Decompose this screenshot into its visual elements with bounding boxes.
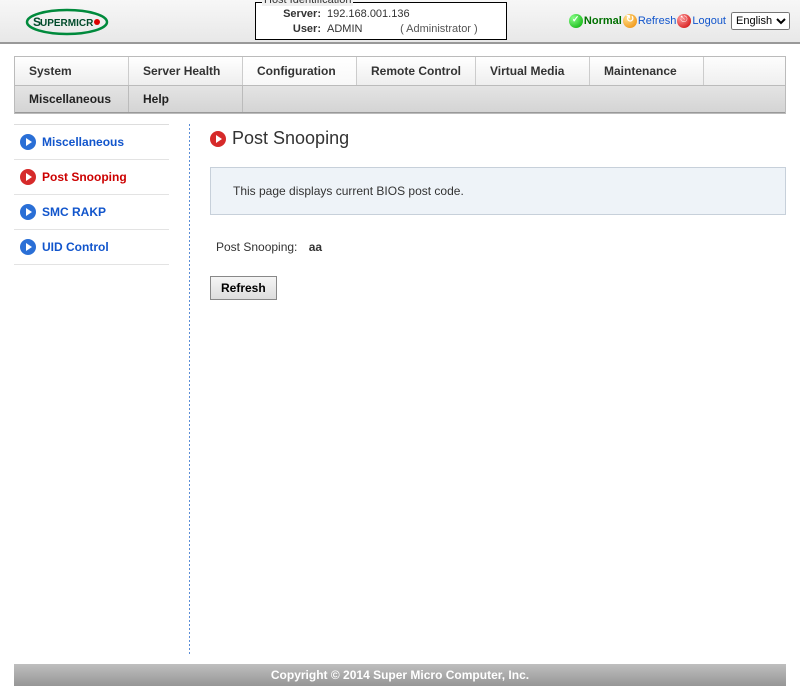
content-area: Miscellaneous Post Snooping SMC RAKP UID… — [14, 124, 786, 654]
page-title: Post Snooping — [232, 128, 349, 149]
sidebar-item-label: Post Snooping — [42, 170, 127, 184]
nav-wrap: System Server Health Configuration Remot… — [14, 56, 786, 114]
nav-virtual-media[interactable]: Virtual Media — [476, 57, 590, 85]
server-label: Server: — [266, 7, 327, 22]
sidebar-item-label: SMC RAKP — [42, 205, 106, 219]
sidebar-item-smc-rakp[interactable]: SMC RAKP — [14, 195, 169, 230]
logout-icon[interactable] — [677, 14, 691, 28]
arrow-icon — [210, 131, 226, 147]
arrow-icon — [20, 134, 36, 150]
footer: Copyright © 2014 Super Micro Computer, I… — [14, 664, 786, 686]
nav-help[interactable]: Help — [129, 86, 243, 112]
logout-link[interactable]: Logout — [692, 15, 726, 27]
top-actions: Normal Refresh Logout English — [569, 12, 790, 30]
page-title-row: Post Snooping — [210, 128, 786, 149]
refresh-icon[interactable] — [623, 14, 637, 28]
host-identification-box: Host Identification Server: 192.168.001.… — [255, 2, 507, 40]
arrow-icon — [20, 169, 36, 185]
nav-remote-control[interactable]: Remote Control — [357, 57, 476, 85]
svg-text:UPERMICR: UPERMICR — [40, 18, 94, 29]
header-bar: S UPERMICR Host Identification Server: 1… — [0, 0, 800, 44]
primary-nav: System Server Health Configuration Remot… — [15, 57, 785, 86]
info-box: This page displays current BIOS post cod… — [210, 167, 786, 215]
post-snooping-value: aa — [309, 240, 322, 254]
post-snooping-row: Post Snooping: aa — [216, 240, 780, 254]
arrow-icon — [20, 204, 36, 220]
nav-maintenance[interactable]: Maintenance — [590, 57, 704, 85]
user-label: User: — [266, 22, 327, 37]
post-snooping-label: Post Snooping: — [216, 240, 297, 254]
status-text: Normal — [584, 15, 622, 27]
language-select[interactable]: English — [731, 12, 790, 30]
refresh-link[interactable]: Refresh — [638, 15, 677, 27]
nav-system[interactable]: System — [15, 57, 129, 85]
status-ok-icon — [569, 14, 583, 28]
main-panel: Post Snooping This page displays current… — [210, 124, 786, 654]
sidebar-item-post-snooping[interactable]: Post Snooping — [14, 160, 169, 195]
user-value: ADMIN ( Administrator ) — [327, 22, 496, 37]
server-value: 192.168.001.136 — [327, 7, 496, 22]
sidebar-item-label: UID Control — [42, 240, 109, 254]
nav-server-health[interactable]: Server Health — [129, 57, 243, 85]
sidebar: Miscellaneous Post Snooping SMC RAKP UID… — [14, 124, 169, 654]
sidebar-item-uid-control[interactable]: UID Control — [14, 230, 169, 265]
refresh-button[interactable]: Refresh — [210, 276, 277, 300]
user-role: ( Administrator ) — [400, 23, 478, 35]
nav-misc[interactable]: Miscellaneous — [15, 86, 129, 112]
sidebar-item-label: Miscellaneous — [42, 135, 124, 149]
vertical-divider — [189, 124, 190, 654]
host-id-legend: Host Identification — [262, 0, 353, 6]
nav-configuration[interactable]: Configuration — [243, 57, 357, 85]
supermicro-logo: S UPERMICR — [25, 8, 110, 39]
secondary-nav: Miscellaneous Help — [15, 86, 785, 113]
sidebar-item-misc[interactable]: Miscellaneous — [14, 125, 169, 160]
arrow-icon — [20, 239, 36, 255]
